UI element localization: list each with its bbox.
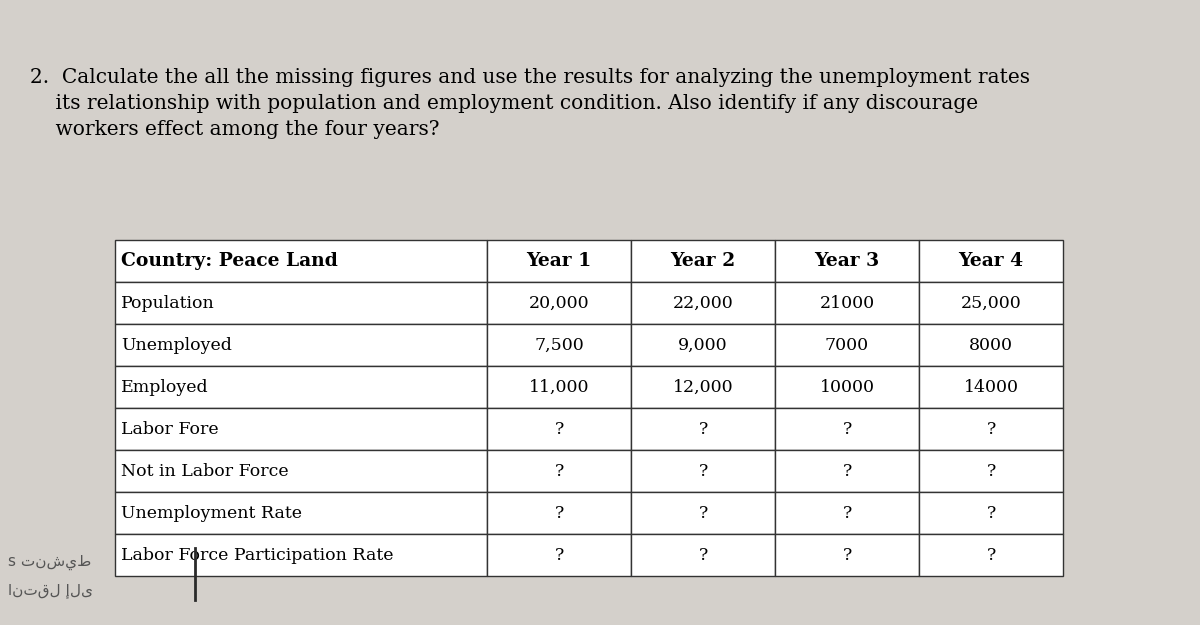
Text: Labor Fore: Labor Fore (121, 421, 218, 437)
Text: its relationship with population and employment condition. Also identify if any : its relationship with population and emp… (30, 94, 978, 113)
Text: Country: Peace Land: Country: Peace Land (121, 252, 338, 270)
Text: 9,000: 9,000 (678, 336, 728, 354)
Bar (115, 324, 487, 366)
Text: ?: ? (842, 421, 852, 437)
Bar (775, 492, 919, 534)
Bar (775, 366, 919, 408)
Text: ?: ? (698, 504, 708, 521)
Text: ?: ? (698, 546, 708, 564)
Bar (775, 240, 919, 282)
Bar (775, 534, 919, 576)
Text: 20,000: 20,000 (529, 294, 589, 311)
Bar (631, 534, 775, 576)
Bar (775, 324, 919, 366)
Bar (631, 324, 775, 366)
Text: Year 1: Year 1 (527, 252, 592, 270)
Bar (115, 408, 487, 450)
Text: ?: ? (698, 462, 708, 479)
Text: ?: ? (986, 546, 996, 564)
Text: ?: ? (986, 462, 996, 479)
Text: s تنشيط: s تنشيط (8, 554, 91, 569)
Text: workers effect among the four years?: workers effect among the four years? (30, 120, 439, 139)
Bar (487, 408, 631, 450)
Text: 11,000: 11,000 (529, 379, 589, 396)
Bar (487, 366, 631, 408)
Text: ?: ? (698, 421, 708, 437)
Bar (919, 282, 1063, 324)
Bar (919, 408, 1063, 450)
Bar (487, 450, 631, 492)
Text: ?: ? (842, 546, 852, 564)
Text: 7,500: 7,500 (534, 336, 584, 354)
Bar (919, 450, 1063, 492)
Bar (775, 408, 919, 450)
Text: 2.  Calculate the all the missing figures and use the results for analyzing the : 2. Calculate the all the missing figures… (30, 68, 1030, 87)
Text: Unemployment Rate: Unemployment Rate (121, 504, 302, 521)
Text: Labor Force Participation Rate: Labor Force Participation Rate (121, 546, 394, 564)
Bar (631, 240, 775, 282)
Bar (631, 408, 775, 450)
Text: ?: ? (554, 504, 564, 521)
Bar (487, 534, 631, 576)
Text: ?: ? (842, 462, 852, 479)
Text: ?: ? (554, 421, 564, 437)
Bar (487, 492, 631, 534)
Text: Not in Labor Force: Not in Labor Force (121, 462, 289, 479)
Bar (115, 240, 487, 282)
Bar (775, 282, 919, 324)
Text: Unemployed: Unemployed (121, 336, 232, 354)
Bar (115, 366, 487, 408)
Bar (919, 492, 1063, 534)
Bar (631, 366, 775, 408)
Text: ?: ? (842, 504, 852, 521)
Bar (775, 450, 919, 492)
Bar (919, 534, 1063, 576)
Bar (631, 282, 775, 324)
Text: 14000: 14000 (964, 379, 1019, 396)
Bar (115, 534, 487, 576)
Text: ?: ? (986, 504, 996, 521)
Bar (919, 324, 1063, 366)
Text: 10000: 10000 (820, 379, 875, 396)
Text: Population: Population (121, 294, 215, 311)
Text: Year 3: Year 3 (815, 252, 880, 270)
Text: ?: ? (554, 546, 564, 564)
Bar (115, 492, 487, 534)
Text: ?: ? (554, 462, 564, 479)
Text: 12,000: 12,000 (673, 379, 733, 396)
Text: 25,000: 25,000 (961, 294, 1021, 311)
Text: 8000: 8000 (970, 336, 1013, 354)
Text: 21000: 21000 (820, 294, 875, 311)
Bar (115, 282, 487, 324)
Bar (919, 240, 1063, 282)
Text: Year 4: Year 4 (959, 252, 1024, 270)
Text: 22,000: 22,000 (673, 294, 733, 311)
Text: Employed: Employed (121, 379, 209, 396)
Bar (919, 366, 1063, 408)
Text: انتقل إلى: انتقل إلى (8, 582, 94, 598)
Bar (487, 282, 631, 324)
Text: Year 2: Year 2 (671, 252, 736, 270)
Text: ?: ? (986, 421, 996, 437)
Text: 7000: 7000 (824, 336, 869, 354)
Bar (115, 450, 487, 492)
Bar (487, 240, 631, 282)
Bar (631, 450, 775, 492)
Bar (487, 324, 631, 366)
Bar (631, 492, 775, 534)
